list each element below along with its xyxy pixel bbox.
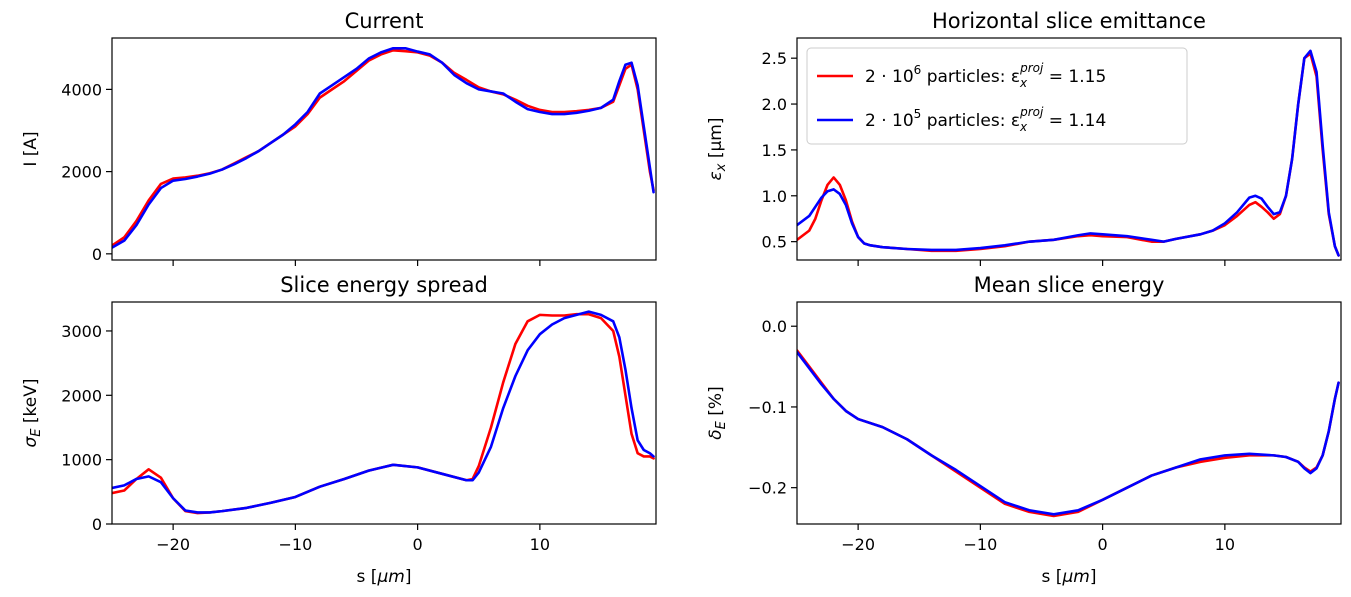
axes-frame xyxy=(111,301,657,525)
series-line-0 xyxy=(112,49,655,247)
y-axis-label: I [A] xyxy=(21,131,41,166)
y-tick-label: −0.1 xyxy=(748,398,787,417)
series-line-1 xyxy=(112,310,655,514)
x-axis-label: s [μm] xyxy=(357,567,412,587)
series-line-1 xyxy=(797,350,1340,516)
y-axis-label: σE [keV] xyxy=(21,379,44,448)
y-tick-label: 2.5 xyxy=(762,49,787,68)
y-tick-label: 2000 xyxy=(61,386,102,405)
chart-title: Mean slice energy xyxy=(974,273,1165,297)
legend-entry-label: 2 · 105 particles: εxproj = 1.14 xyxy=(865,105,1106,134)
y-tick-label: 2.0 xyxy=(762,95,787,114)
y-tick-label: 1000 xyxy=(61,451,102,470)
y-tick-label: 1.5 xyxy=(762,141,787,160)
panel-mean-slice-energy: Mean slice energy −20 −10 0 10 0.0 −0.1 −0.2 δE … xyxy=(706,273,1342,587)
legend-entry-label: 2 · 106 particles: εxproj = 1.15 xyxy=(865,61,1106,90)
series-line-0 xyxy=(112,312,655,515)
y-tick-label: 3000 xyxy=(61,322,102,341)
y-axis-label: δE [%] xyxy=(706,386,729,439)
series-line-1 xyxy=(797,49,1340,257)
x-tick-label: 10 xyxy=(530,535,550,554)
series-line-1 xyxy=(112,46,655,249)
legend-box xyxy=(806,47,1188,145)
x-tick-label: 10 xyxy=(1215,535,1235,554)
x-tick-label: −10 xyxy=(278,535,312,554)
series-line-0 xyxy=(797,349,1340,518)
panel-horizontal-slice-emittance: Horizontal slice emittance 0.5 1.0 1.5 2.0 2.… xyxy=(706,9,1342,266)
y-tick-label: −0.2 xyxy=(748,479,787,498)
axes-frame xyxy=(796,37,1342,261)
y-axis-label: εx [μm] xyxy=(706,118,729,181)
axes-frame xyxy=(111,37,657,261)
y-tick-label: 0 xyxy=(92,515,102,534)
x-tick-label: 0 xyxy=(1098,535,1108,554)
y-tick-label: 0.0 xyxy=(762,317,787,336)
chart-title: Slice energy spread xyxy=(280,273,488,297)
chart-title: Current xyxy=(345,9,424,33)
x-tick-label: −20 xyxy=(841,535,875,554)
y-tick-label: 4000 xyxy=(61,80,102,99)
y-tick-label: 0.5 xyxy=(762,233,787,252)
y-tick-label: 0 xyxy=(92,245,102,264)
x-tick-label: 0 xyxy=(413,535,423,554)
panel-slice-energy-spread: Slice energy spread −20 −10 0 10 0 1000 2000 300… xyxy=(21,273,657,587)
y-tick-label: 2000 xyxy=(61,163,102,182)
y-tick-label: 1.0 xyxy=(762,187,787,206)
x-tick-label: −20 xyxy=(156,535,190,554)
panel-current: Current 0 2000 4000 I [A] xyxy=(21,9,657,266)
chart-title: Horizontal slice emittance xyxy=(932,9,1206,33)
x-tick-label: −10 xyxy=(963,535,997,554)
axes-frame xyxy=(796,301,1342,525)
x-axis-label: s [μm] xyxy=(1042,567,1097,587)
